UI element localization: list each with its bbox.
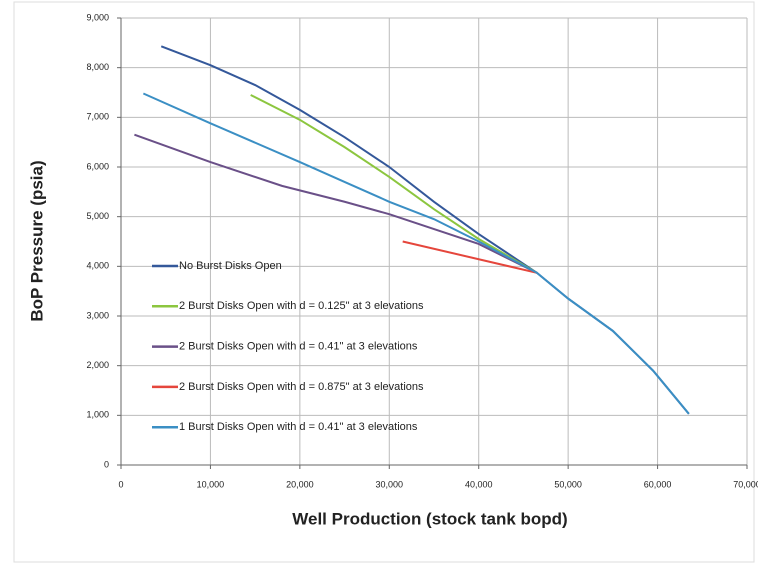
y-tick-label: 2,000: [86, 360, 109, 370]
x-tick-label: 50,000: [554, 479, 582, 489]
chart-frame: [13, 1, 755, 563]
x-tick-label: 60,000: [644, 479, 672, 489]
y-tick-label: 0: [104, 459, 109, 469]
x-tick-label: 0: [118, 479, 123, 489]
y-tick-label: 1,000: [86, 410, 109, 420]
series-line: [402, 240, 538, 274]
x-tick-label: 20,000: [286, 479, 314, 489]
y-tick-label: 3,000: [86, 310, 109, 320]
x-tick-label: 30,000: [376, 479, 404, 489]
y-tick-label: 6,000: [86, 161, 109, 171]
y-tick-label: 4,000: [86, 261, 109, 271]
x-tick-label: 10,000: [197, 479, 225, 489]
y-tick-label: 7,000: [86, 112, 109, 122]
y-tick-label: 9,000: [86, 12, 109, 22]
legend-label: 2 Burst Disks Open with d = 0.41" at 3 e…: [179, 341, 418, 353]
legend-label: 1 Burst Disks Open with d = 0.41" at 3 e…: [179, 421, 418, 433]
y-axis-title: BoP Pressure (psia): [27, 160, 46, 321]
legend-label: 2 Burst Disks Open with d = 0.125" at 3 …: [179, 300, 424, 312]
series-line: [134, 133, 538, 274]
legend-label: No Burst Disks Open: [179, 260, 282, 272]
legend-label: 2 Burst Disks Open with d = 0.875" at 3 …: [179, 381, 424, 393]
x-axis-title: Well Production (stock tank bopd): [292, 509, 567, 528]
series-line: [250, 94, 538, 274]
x-tick-label: 40,000: [465, 479, 493, 489]
y-tick-label: 5,000: [86, 211, 109, 221]
x-tick-label: 70,000: [733, 479, 758, 489]
series-line: [142, 92, 690, 415]
y-tick-label: 8,000: [86, 62, 109, 72]
